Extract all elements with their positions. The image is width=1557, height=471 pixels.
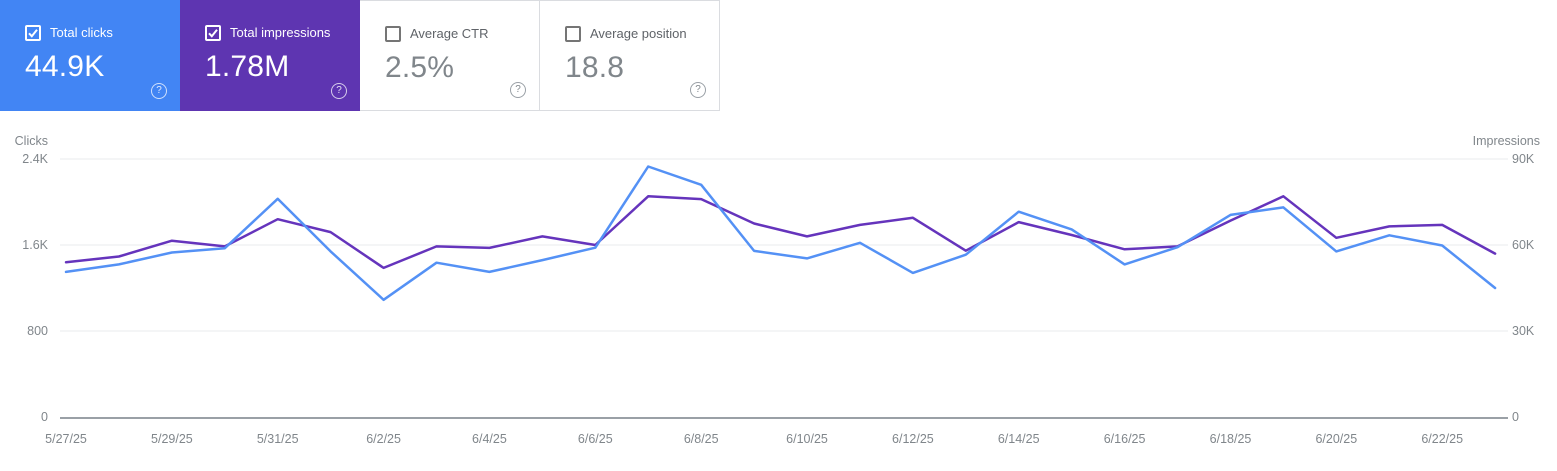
- x-axis-label: 6/12/25: [892, 432, 934, 446]
- metric-value: 44.9K: [25, 50, 105, 83]
- metric-label: Total impressions: [230, 25, 331, 40]
- right-tick-label: 30K: [1512, 324, 1535, 338]
- x-axis-label: 6/2/25: [366, 432, 401, 446]
- help-icon[interactable]: ?: [151, 83, 167, 99]
- checkbox-checked-icon[interactable]: [205, 24, 221, 41]
- metric-value: 2.5%: [385, 51, 455, 84]
- right-tick-label: 60K: [1512, 238, 1535, 252]
- metric-label: Average CTR: [410, 26, 489, 41]
- card-header: Total impressions: [205, 24, 360, 41]
- x-axis-label: 6/22/25: [1421, 432, 1463, 446]
- metric-cards-row: Total clicks 44.9K ? Total impressions 1…: [0, 0, 720, 111]
- card-header: Average CTR: [385, 25, 539, 42]
- right-axis-title: Impressions: [1473, 134, 1540, 148]
- x-axis-labels: 5/27/25 5/29/25 5/31/25 6/2/25 6/4/25 6/6/25 6…: [45, 432, 1463, 446]
- right-tick-label: 90K: [1512, 152, 1535, 166]
- x-axis-label: 6/8/25: [684, 432, 719, 446]
- help-icon[interactable]: ?: [331, 83, 347, 99]
- metric-card-average-position[interactable]: Average position 18.8 ?: [540, 0, 720, 111]
- left-tick-label: 2.4K: [22, 152, 48, 166]
- x-axis-label: 6/6/25: [578, 432, 613, 446]
- checkbox-checked-icon[interactable]: [25, 24, 41, 41]
- right-tick-label: 0: [1512, 410, 1519, 424]
- x-axis-label: 6/18/25: [1210, 432, 1252, 446]
- right-axis-ticks: 90K 60K 30K 0: [1512, 152, 1535, 424]
- card-header: Average position: [565, 25, 719, 42]
- checkbox-unchecked-icon[interactable]: [565, 25, 581, 42]
- x-axis-label: 5/27/25: [45, 432, 87, 446]
- metric-card-average-ctr[interactable]: Average CTR 2.5% ?: [360, 0, 540, 111]
- x-axis-label: 6/10/25: [786, 432, 828, 446]
- metric-card-total-impressions[interactable]: Total impressions 1.78M ?: [180, 0, 360, 111]
- x-axis-label: 6/16/25: [1104, 432, 1146, 446]
- left-tick-label: 800: [27, 324, 48, 338]
- card-header: Total clicks: [25, 24, 180, 41]
- gridlines: [60, 158, 1508, 332]
- metric-card-total-clicks[interactable]: Total clicks 44.9K ?: [0, 0, 180, 111]
- left-tick-label: 1.6K: [22, 238, 48, 252]
- x-axis-label: 6/4/25: [472, 432, 507, 446]
- x-axis-label: 5/31/25: [257, 432, 299, 446]
- x-axis-label: 6/20/25: [1315, 432, 1357, 446]
- left-tick-label: 0: [41, 410, 48, 424]
- chart-plot-area[interactable]: [60, 148, 1508, 418]
- checkbox-unchecked-icon[interactable]: [385, 25, 401, 42]
- metric-value: 18.8: [565, 51, 625, 84]
- left-axis-ticks: 2.4K 1.6K 800 0: [22, 152, 48, 424]
- x-axis-label: 5/29/25: [151, 432, 193, 446]
- metric-value: 1.78M: [205, 50, 290, 83]
- help-icon[interactable]: ?: [510, 82, 526, 98]
- clicks-line: [64, 165, 1497, 302]
- left-axis-title: Clicks: [15, 134, 48, 148]
- metric-label: Average position: [590, 26, 687, 41]
- x-axis-label: 6/14/25: [998, 432, 1040, 446]
- help-icon[interactable]: ?: [690, 82, 706, 98]
- metric-label: Total clicks: [50, 25, 113, 40]
